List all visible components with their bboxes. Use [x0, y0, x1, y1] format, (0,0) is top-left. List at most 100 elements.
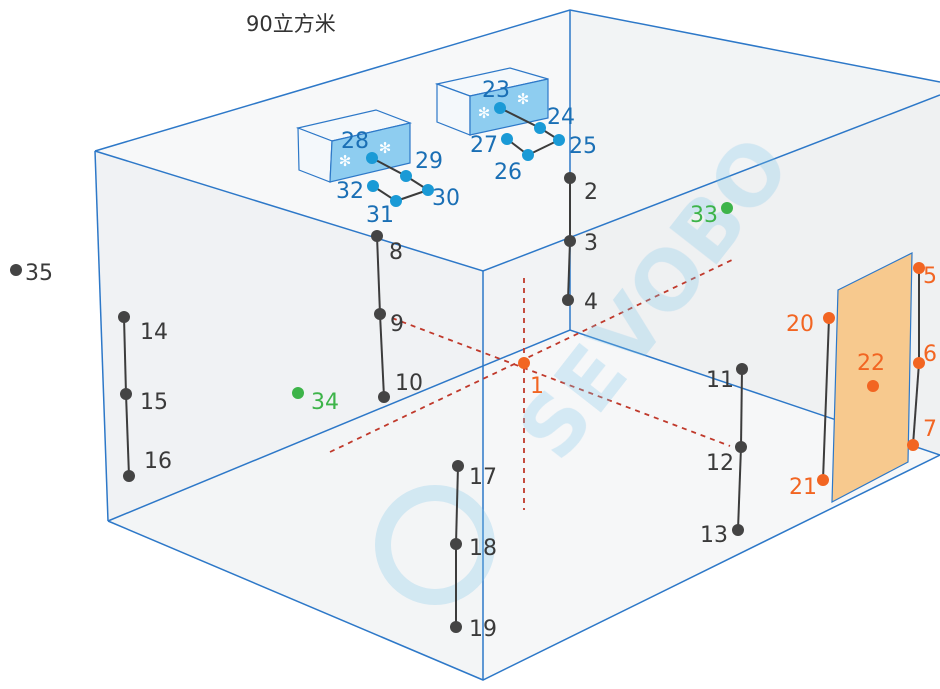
point-label-27: 27	[470, 133, 498, 158]
point-1: 1	[518, 357, 544, 399]
point-label-8: 8	[389, 240, 403, 265]
point-14: 14	[118, 311, 168, 345]
point-label-6: 6	[923, 342, 937, 367]
point-label-24: 24	[547, 105, 575, 130]
left-wall	[95, 151, 483, 680]
point-30: 30	[422, 184, 460, 211]
point-marker-33	[721, 202, 733, 214]
point-35: 35	[10, 261, 53, 286]
point-34: 34	[292, 387, 339, 415]
point-marker-17	[452, 460, 464, 472]
point-label-23: 23	[482, 78, 510, 103]
point-marker-7	[907, 439, 919, 451]
point-29: 29	[400, 149, 443, 182]
point-17: 17	[452, 460, 497, 490]
connection-line-14-15	[123, 316, 127, 395]
point-28: 28	[341, 129, 378, 164]
point-marker-21	[817, 474, 829, 486]
connection-line-6-7	[912, 362, 920, 446]
point-marker-34	[292, 387, 304, 399]
point-31: 31	[366, 195, 402, 228]
point-marker-3	[564, 235, 576, 247]
point-label-5: 5	[923, 264, 937, 289]
point-label-21: 21	[789, 475, 817, 500]
point-label-32: 32	[336, 179, 364, 204]
point-18: 18	[450, 536, 497, 561]
point-33: 33	[690, 202, 733, 228]
point-marker-28	[366, 152, 378, 164]
room-left-vertical-edge	[94, 150, 109, 522]
point-marker-16	[123, 470, 135, 482]
point-marker-10	[378, 391, 390, 403]
point-9: 9	[374, 308, 404, 337]
point-label-28: 28	[341, 129, 369, 154]
point-label-18: 18	[469, 536, 497, 561]
connection-line-9-10	[379, 313, 385, 398]
point-marker-30	[422, 184, 434, 196]
point-26: 26	[494, 149, 534, 185]
point-marker-18	[450, 538, 462, 550]
point-marker-13	[732, 524, 744, 536]
point-label-12: 12	[706, 451, 734, 476]
point-marker-15	[120, 388, 132, 400]
connection-line-8-9	[376, 235, 381, 315]
point-label-26: 26	[494, 160, 522, 185]
point-marker-2	[564, 172, 576, 184]
axis-diagonal-a	[329, 259, 733, 453]
point-21: 21	[789, 474, 829, 500]
point-label-30: 30	[432, 186, 460, 211]
point-marker-14	[118, 311, 130, 323]
room-bottom-front-edge	[107, 454, 940, 681]
point-marker-31	[390, 195, 402, 207]
point-22: 22	[857, 351, 885, 392]
point-marker-25	[553, 134, 565, 146]
point-16: 16	[123, 449, 172, 482]
point-15: 15	[120, 388, 168, 415]
connection-line-15-16	[125, 393, 130, 477]
point-label-35: 35	[25, 261, 53, 286]
room-edges	[94, 9, 940, 681]
point-label-20: 20	[786, 312, 814, 337]
point-label-16: 16	[144, 449, 172, 474]
ac-unit-right-front	[469, 78, 549, 136]
back-wall	[95, 10, 570, 521]
fan-icon: ✻	[517, 90, 530, 108]
point-label-4: 4	[584, 290, 598, 315]
fan-icon: ✻	[339, 152, 352, 170]
point-25: 25	[553, 134, 597, 159]
point-label-9: 9	[390, 312, 404, 337]
point-marker-23	[494, 102, 506, 114]
connection-line-3-4	[567, 240, 571, 301]
point-label-19: 19	[469, 617, 497, 642]
point-label-34: 34	[311, 390, 339, 415]
point-13: 13	[700, 523, 744, 548]
fan-icon: ✻	[379, 139, 392, 157]
point-marker-12	[735, 441, 747, 453]
point-6: 6	[913, 342, 937, 369]
door-panel	[831, 252, 913, 504]
point-label-15: 15	[140, 390, 168, 415]
point-12: 12	[706, 441, 747, 476]
point-label-29: 29	[415, 149, 443, 174]
point-marker-5	[913, 262, 925, 274]
point-label-3: 3	[584, 231, 598, 256]
connection-line-20-21	[822, 317, 830, 481]
point-label-14: 14	[140, 320, 168, 345]
point-marker-22	[867, 380, 879, 392]
point-marker-8	[371, 230, 383, 242]
point-marker-4	[562, 294, 574, 306]
point-7: 7	[907, 417, 937, 451]
point-marker-32	[367, 180, 379, 192]
point-3: 3	[564, 231, 598, 256]
point-marker-6	[913, 357, 925, 369]
connection-line-23-24	[499, 107, 541, 129]
point-label-25: 25	[569, 134, 597, 159]
point-marker-11	[736, 363, 748, 375]
connection-line-28-29	[371, 157, 407, 177]
point-label-1: 1	[530, 374, 544, 399]
room-bottom-back-edge	[107, 329, 940, 522]
point-32: 32	[336, 179, 379, 204]
